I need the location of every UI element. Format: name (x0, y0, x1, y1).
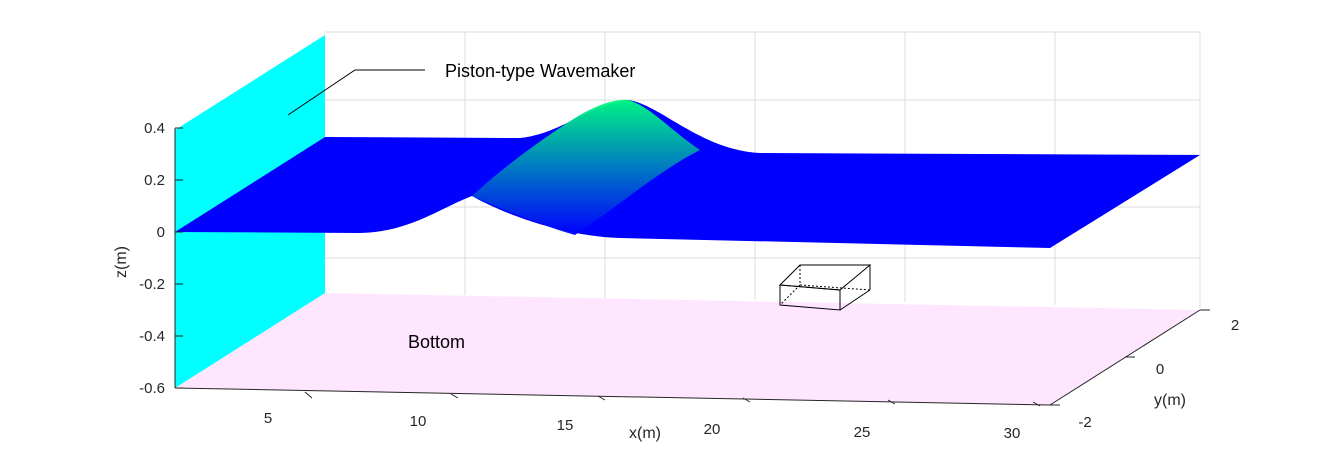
x-tick-label: 15 (557, 417, 574, 434)
z-axis-title: z(m) (113, 246, 130, 278)
x-ticks: 5 10 15 20 25 30 (264, 391, 1041, 442)
x-tick-label: 5 (264, 410, 272, 427)
obstacle-top-face (778, 264, 872, 291)
wavemaker-pointer (287, 69, 425, 116)
y-tick-label: 2 (1231, 317, 1239, 334)
bottom-label: Bottom (408, 332, 465, 352)
z-tick-label: -0.4 (139, 328, 165, 345)
y-axis-title: y(m) (1154, 392, 1186, 409)
bottom-plane (175, 293, 1200, 405)
y-tick-label: -2 (1078, 414, 1091, 431)
x-tick-mark (742, 397, 751, 403)
y-ticks: -2 0 2 (1050, 309, 1239, 431)
x-axis-line (174, 387, 1051, 406)
x-tick-mark (304, 391, 313, 399)
surface-crest (472, 99, 700, 236)
surface-back-region (175, 100, 1200, 248)
obstacle-edge (839, 289, 871, 311)
z-tick-label: 0.2 (144, 172, 165, 189)
wavemaker-label: Piston-type Wavemaker (445, 61, 635, 81)
water-surface (175, 99, 1200, 248)
x-tick-mark (450, 393, 459, 399)
submerged-obstacle (778, 264, 872, 311)
x-tick-mark (1032, 401, 1041, 407)
x-tick-label: 25 (854, 424, 871, 441)
z-tick-label: 0 (157, 224, 165, 241)
x-tick-mark (887, 399, 896, 405)
x-tick-label: 20 (704, 421, 721, 438)
x-tick-label: 30 (1004, 425, 1021, 442)
y-tick-label: 0 (1156, 361, 1164, 378)
x-tick-label: 10 (410, 413, 427, 430)
x-tick-mark (597, 395, 606, 401)
z-tick-label: 0.4 (144, 120, 165, 137)
z-tick-label: -0.2 (139, 276, 165, 293)
obstacle-hidden-edge (779, 284, 801, 306)
x-axis-title: x(m) (629, 425, 661, 442)
z-ticks: 0.4 0.2 0 -0.2 -0.4 -0.6 (139, 120, 183, 397)
z-tick-label: -0.6 (139, 380, 165, 397)
